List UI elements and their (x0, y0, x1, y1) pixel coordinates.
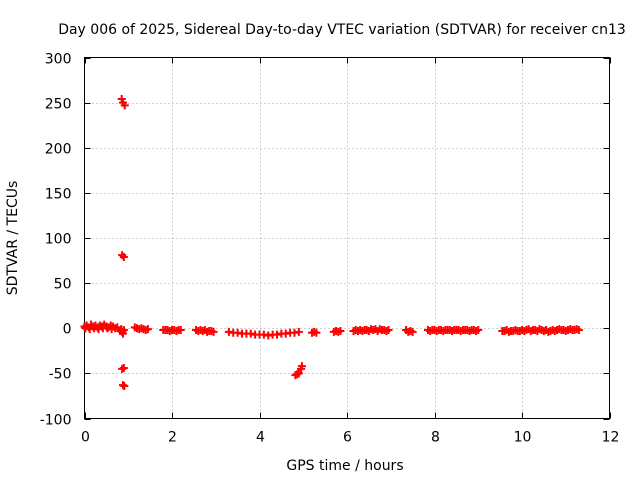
data-point (120, 382, 129, 391)
x-tick-label: 0 (81, 430, 90, 446)
data-point (119, 363, 128, 372)
grid (84, 57, 610, 419)
data-point (209, 327, 218, 336)
y-tick-label: 200 (45, 142, 72, 158)
data-point (384, 326, 393, 335)
data-point (176, 326, 185, 335)
data-point (297, 362, 306, 371)
x-tick-label: 12 (602, 430, 620, 446)
x-tick-label: 4 (256, 430, 265, 446)
data-point (408, 327, 417, 336)
data-point (119, 252, 128, 261)
x-tick-label: 2 (168, 430, 177, 446)
chart-title: Day 006 of 2025, Sidereal Day-to-day VTE… (58, 22, 626, 38)
y-tick-label: 0 (63, 322, 72, 338)
data-point (294, 369, 303, 378)
data-point (574, 326, 583, 335)
data-point (119, 326, 128, 335)
y-tick-label: 250 (45, 97, 72, 113)
data-point (143, 325, 152, 334)
y-tick-label: 150 (45, 187, 72, 203)
y-tick-labels: -100 -50 0 50 100 150 200 250 300 (40, 52, 72, 429)
y-axis-label: SDTVAR / TECUs (5, 181, 21, 296)
data-points (80, 95, 583, 391)
data-point (107, 325, 116, 334)
y-tick-label: 300 (45, 52, 72, 68)
y-tick-label: 100 (45, 232, 72, 248)
x-axis-label: GPS time / hours (286, 458, 403, 474)
x-tick-label: 10 (514, 430, 532, 446)
data-point (294, 327, 303, 336)
x-tick-label: 8 (431, 430, 440, 446)
x-tick-label: 6 (343, 430, 352, 446)
x-tick-labels: 0 2 4 6 8 10 12 (81, 430, 619, 446)
data-point (474, 326, 483, 335)
y-tick-label: -100 (40, 413, 72, 429)
data-point (312, 328, 321, 337)
y-tick-label: 50 (54, 277, 72, 293)
data-point (120, 101, 129, 110)
y-tick-label: -50 (49, 367, 72, 383)
data-point (336, 326, 345, 335)
